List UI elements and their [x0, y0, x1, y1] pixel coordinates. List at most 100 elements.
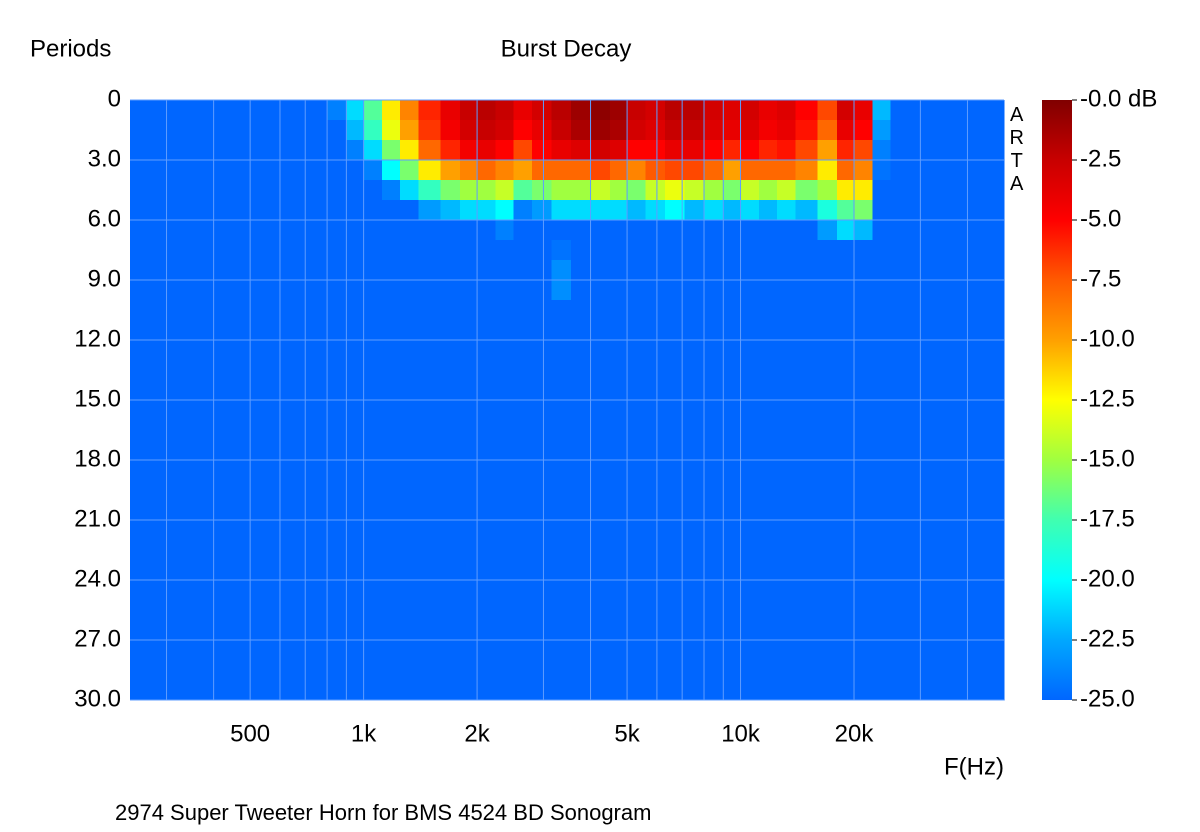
- heat-cell: [664, 160, 685, 181]
- heat-cell: [477, 100, 497, 121]
- heat-cell: [532, 200, 552, 221]
- heat-cell: [590, 220, 611, 241]
- heat-cell: [571, 240, 592, 261]
- heat-cell: [740, 220, 760, 241]
- heat-cell: [130, 180, 328, 201]
- heat-cell: [854, 240, 874, 261]
- heat-cell: [346, 160, 365, 181]
- heat-cell: [459, 180, 478, 201]
- heat-cell: [571, 160, 592, 181]
- heat-cell: [645, 120, 666, 141]
- heat-cell: [645, 160, 666, 181]
- heat-cell: [890, 300, 1005, 701]
- heat-cell: [684, 200, 705, 221]
- heat-cell: [817, 200, 838, 221]
- heat-cell: [684, 140, 705, 161]
- x-tick-label: 20k: [835, 720, 875, 747]
- heat-cell: [400, 220, 420, 241]
- heat-cell: [551, 220, 572, 241]
- heat-cell: [684, 240, 705, 261]
- grid: [130, 99, 1004, 701]
- heat-cell: [627, 220, 647, 241]
- heat-cell: [759, 180, 778, 201]
- heat-cell: [513, 220, 533, 241]
- y-tick-label: 24.0: [74, 565, 121, 592]
- y-axis-label: Periods: [30, 35, 111, 62]
- heat-cell: [777, 140, 797, 161]
- heat-cell: [551, 100, 572, 121]
- heat-cell: [477, 160, 497, 181]
- heat-cell: [130, 200, 328, 221]
- heat-cell: [418, 120, 442, 141]
- heat-cell: [795, 240, 818, 261]
- heat-cell: [571, 200, 592, 221]
- heat-cell: [684, 160, 705, 181]
- heat-cell: [645, 200, 666, 221]
- heat-cell: [645, 240, 666, 261]
- heat-cell: [723, 180, 742, 201]
- colorbar-tick-label: -22.5: [1080, 625, 1135, 652]
- heat-cell: [551, 120, 572, 141]
- colorbar-tick-label: -17.5: [1080, 505, 1135, 532]
- heat-cell: [382, 200, 401, 221]
- heat-cell: [440, 240, 461, 261]
- heat-cell: [513, 180, 533, 201]
- colorbar-tick-label: -10.0: [1080, 325, 1135, 352]
- heat-cell: [777, 180, 797, 201]
- heat-cell: [382, 240, 401, 261]
- heat-cell: [664, 180, 685, 201]
- heat-cell: [872, 120, 892, 141]
- heat-cell: [817, 220, 838, 241]
- heat-cell: [459, 100, 478, 121]
- heat-cell: [627, 200, 647, 221]
- heat-cell: [440, 180, 461, 201]
- heat-cell: [532, 100, 552, 121]
- heat-cell: [532, 220, 552, 241]
- heat-cell: [513, 240, 533, 261]
- heat-cell: [759, 120, 778, 141]
- heat-cell: [890, 140, 1005, 161]
- heat-cell: [817, 140, 838, 161]
- heat-cell: [513, 120, 533, 141]
- heat-cell: [400, 240, 420, 261]
- heat-cell: [130, 240, 328, 261]
- heat-cell: [759, 140, 778, 161]
- heat-cell: [872, 220, 892, 241]
- heat-cell: [684, 220, 705, 241]
- heat-cell: [854, 120, 874, 141]
- heat-cell: [836, 120, 855, 141]
- heat-cell: [346, 140, 365, 161]
- heat-cell: [327, 120, 347, 141]
- heat-cell: [890, 160, 1005, 181]
- heat-cell: [477, 200, 497, 221]
- heat-cell: [532, 120, 552, 141]
- heat-cell: [684, 100, 705, 121]
- heat-cell: [551, 200, 572, 221]
- heat-cell: [836, 180, 855, 201]
- heat-cell: [459, 200, 478, 221]
- heat-cell: [363, 200, 383, 221]
- heat-cell: [627, 180, 647, 201]
- heat-cell: [400, 120, 420, 141]
- heat-cell: [795, 200, 818, 221]
- caption: 2974 Super Tweeter Horn for BMS 4524 BD …: [115, 800, 651, 825]
- heat-cell: [346, 180, 365, 201]
- heat-cell: [477, 220, 497, 241]
- heat-cell: [817, 240, 838, 261]
- heat-cell: [513, 160, 533, 181]
- y-tick-label: 30.0: [74, 685, 121, 712]
- heat-cell: [704, 180, 724, 201]
- heat-cell: [854, 220, 874, 241]
- colorbar-tick-label: -0.0 dB: [1080, 85, 1157, 112]
- heat-cell: [590, 100, 611, 121]
- heat-cell: [645, 140, 666, 161]
- heat-cell: [872, 140, 892, 161]
- heat-cell: [459, 160, 478, 181]
- heat-cell: [609, 200, 628, 221]
- x-tick-label: 2k: [464, 720, 490, 747]
- heat-cell: [418, 240, 442, 261]
- heat-cell: [327, 220, 347, 241]
- heat-cell: [495, 120, 515, 141]
- heat-cell: [400, 180, 420, 201]
